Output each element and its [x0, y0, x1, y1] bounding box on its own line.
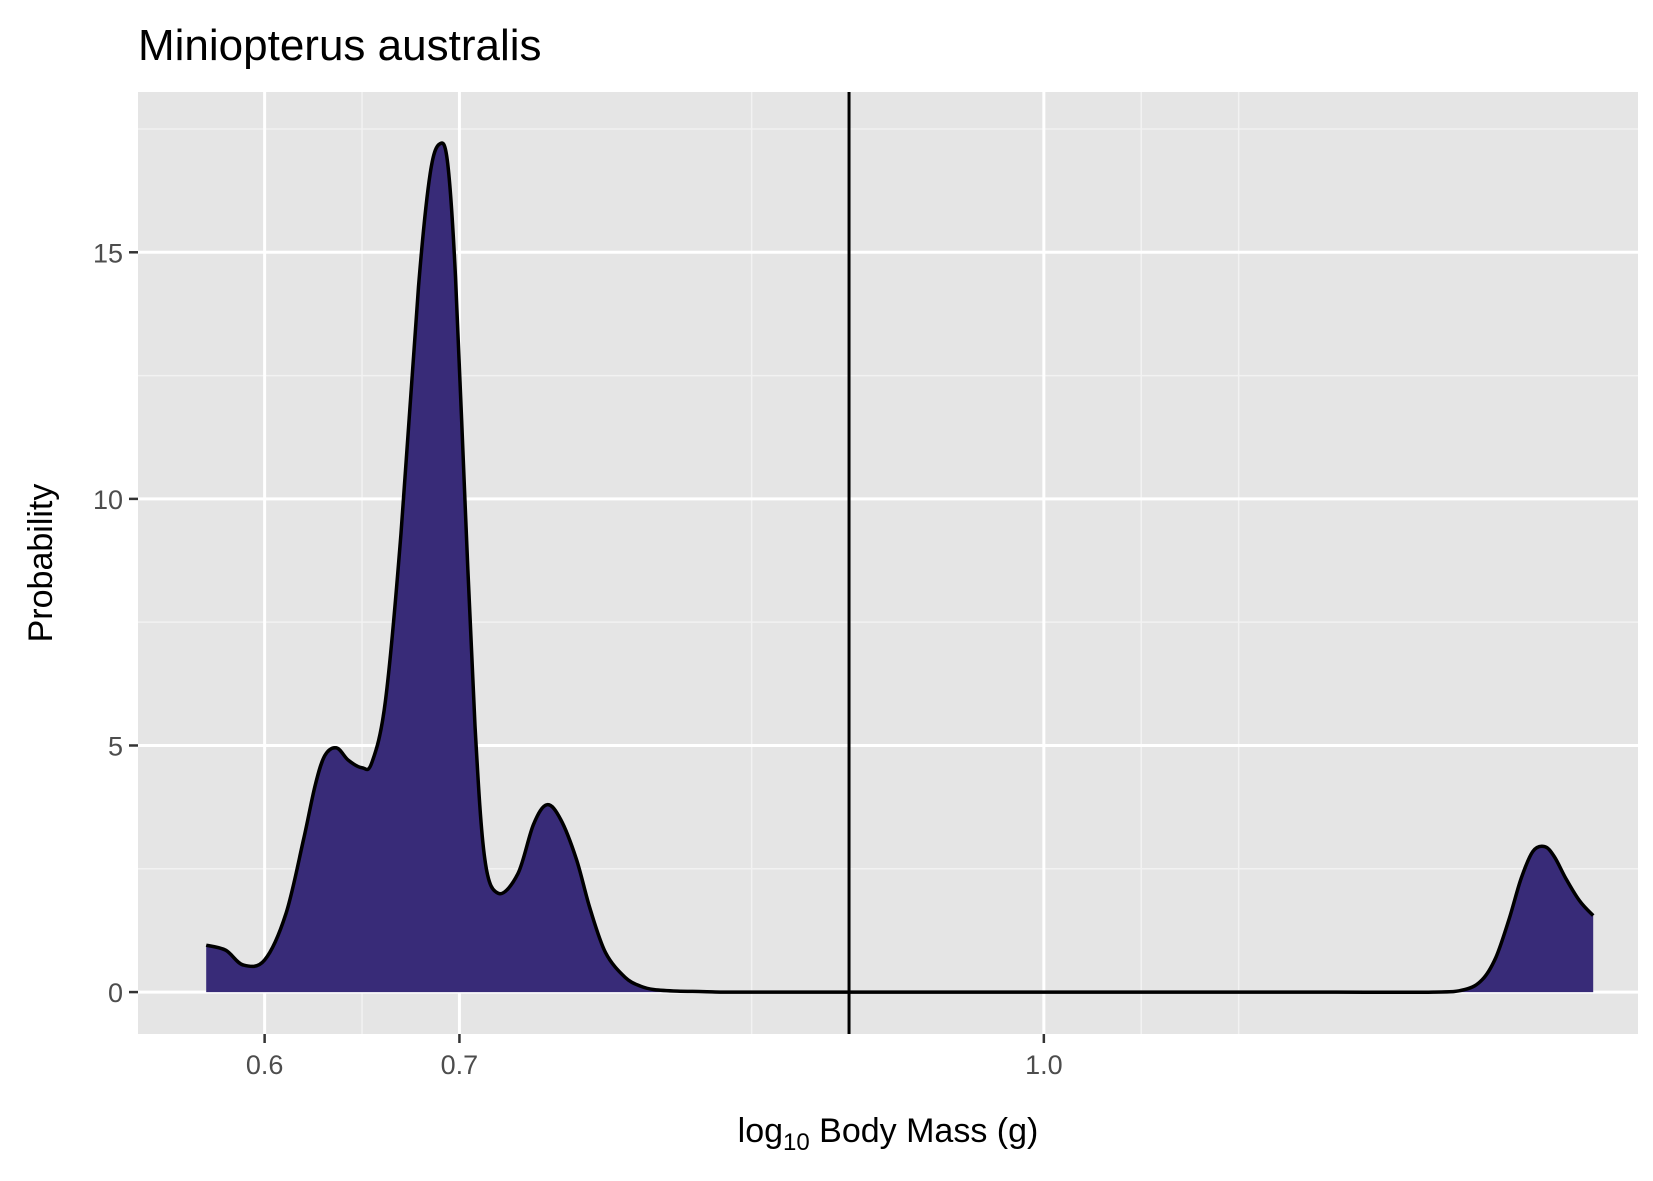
x-axis-title-log: log	[738, 1112, 783, 1150]
x-tick-label: 1.0	[1025, 1050, 1063, 1080]
chart-title: Miniopterus australis	[138, 21, 542, 70]
y-tick-label: 10	[93, 485, 123, 515]
x-tick-label: 0.6	[246, 1050, 284, 1080]
density-area	[206, 143, 1594, 993]
x-tick-label: 0.7	[441, 1050, 479, 1080]
y-tick-label: 15	[93, 238, 123, 268]
y-axis: 0 5 10 15	[93, 238, 138, 1008]
density-series	[205, 141, 1595, 995]
x-axis: 0.6 0.7 1.0	[246, 1034, 1063, 1080]
density-line	[205, 141, 1595, 995]
x-axis-title: log10 Body Mass (g)	[738, 1112, 1039, 1156]
y-tick-label: 0	[108, 978, 123, 1008]
x-axis-title-subscript: 10	[783, 1129, 810, 1156]
y-tick-label: 5	[108, 731, 123, 761]
minor-gridlines	[138, 92, 1638, 1034]
x-axis-title-rest: Body Mass (g)	[810, 1112, 1039, 1150]
y-axis-title: Probability	[22, 484, 60, 643]
